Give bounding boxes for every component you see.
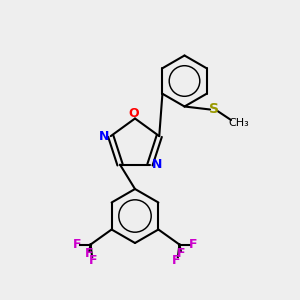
Text: O: O bbox=[128, 106, 139, 120]
Text: F: F bbox=[85, 247, 93, 260]
Text: F: F bbox=[189, 238, 197, 251]
Text: N: N bbox=[152, 158, 162, 171]
Text: CH₃: CH₃ bbox=[228, 118, 249, 128]
Text: F: F bbox=[73, 238, 81, 251]
Text: S: S bbox=[208, 103, 219, 116]
Text: F: F bbox=[177, 247, 185, 260]
Text: F: F bbox=[172, 254, 181, 268]
Text: F: F bbox=[89, 254, 98, 268]
Text: N: N bbox=[99, 130, 109, 142]
